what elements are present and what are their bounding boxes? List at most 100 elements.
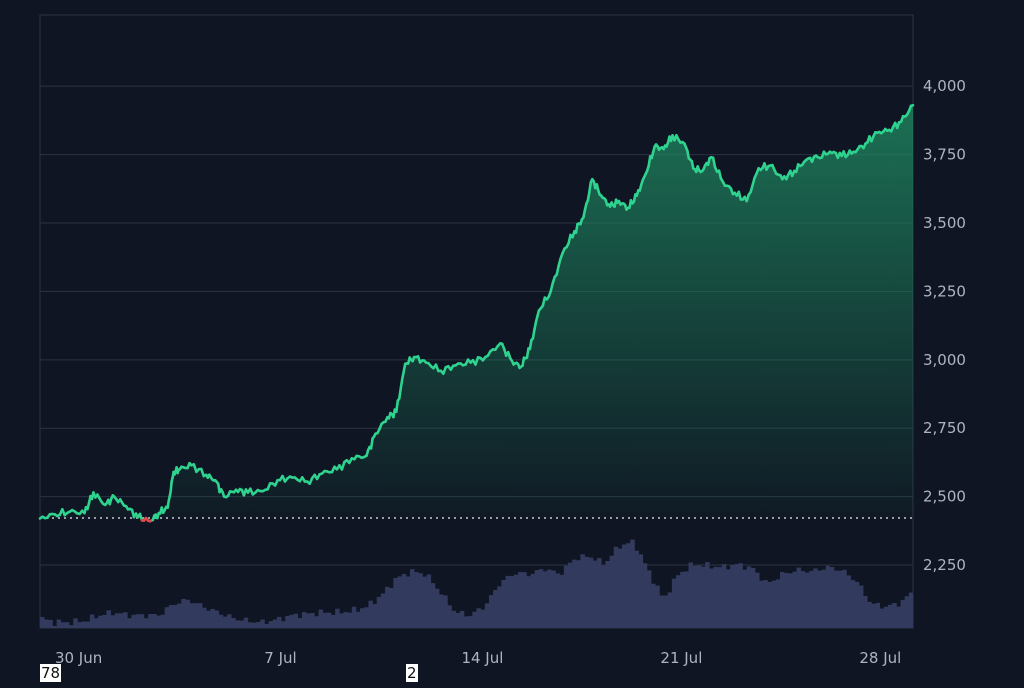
volume-bar	[643, 563, 647, 628]
volume-bar	[360, 608, 364, 628]
volume-bar	[730, 565, 734, 628]
volume-bar	[190, 603, 194, 628]
volume-bar	[481, 610, 485, 628]
volume-bar	[618, 549, 622, 628]
volume-bar	[277, 617, 281, 628]
volume-bar	[298, 618, 302, 628]
volume-bar	[726, 569, 730, 628]
volume-bar	[273, 619, 277, 628]
volume-bar	[406, 576, 410, 628]
volume-bar	[414, 572, 418, 628]
x-tick-label: 28 Jul	[859, 649, 901, 667]
volume-bar	[709, 568, 713, 628]
volume-bar	[751, 568, 755, 628]
volume-bar	[373, 604, 377, 628]
volume-bar	[123, 612, 127, 628]
volume-bar	[136, 614, 140, 628]
volume-bar	[597, 558, 601, 628]
volume-bar	[131, 615, 135, 628]
volume-bar	[880, 609, 884, 628]
volume-bar	[506, 576, 510, 628]
footer-number-middle: 2	[406, 664, 418, 682]
volume-bar	[447, 605, 451, 628]
volume-bar	[48, 620, 52, 628]
volume-bar	[127, 618, 131, 628]
volume-bar	[227, 614, 231, 628]
price-area-fill	[40, 105, 913, 518]
footer-number-left: 78	[40, 664, 61, 682]
x-tick-label: 30 Jun	[55, 649, 102, 667]
volume-bar	[477, 608, 481, 628]
volume-bar	[743, 570, 747, 628]
volume-bar	[381, 593, 385, 628]
price-line-segment	[589, 182, 591, 192]
y-tick-label: 2,250	[923, 556, 966, 574]
volume-bar	[896, 607, 900, 628]
volume-bar	[826, 566, 830, 628]
volume-bar	[90, 614, 94, 628]
volume-bar	[647, 570, 651, 628]
volume-bar	[281, 621, 285, 628]
volume-bar	[664, 596, 668, 628]
volume-bar	[909, 593, 913, 628]
volume-bar	[169, 605, 173, 628]
volume-bar	[846, 575, 850, 628]
volume-bar	[634, 551, 638, 628]
volume-bar	[842, 570, 846, 628]
volume-bar	[518, 572, 522, 628]
volume-bar	[772, 581, 776, 628]
volume-bar	[294, 614, 298, 628]
y-tick-label: 3,750	[923, 146, 966, 164]
volume-bar	[526, 576, 530, 628]
volume-bar	[747, 566, 751, 628]
volume-bar	[551, 570, 555, 628]
volume-bar	[659, 596, 663, 629]
volume-bar	[780, 572, 784, 628]
volume-bar	[901, 600, 905, 628]
volume-bar	[876, 603, 880, 628]
volume-bar	[680, 572, 684, 628]
volume-bar	[148, 614, 152, 628]
volume-bar	[314, 616, 318, 628]
volume-bar	[805, 573, 809, 628]
volume-bar	[427, 575, 431, 628]
volume-bar	[240, 621, 244, 628]
volume-bar	[57, 620, 61, 628]
volume-bar	[186, 600, 190, 628]
volume-bar	[585, 557, 589, 628]
volume-bar	[452, 611, 456, 628]
volume-bar	[219, 615, 223, 628]
volume-bar	[152, 614, 156, 628]
volume-bar	[77, 622, 81, 628]
volume-bar	[614, 547, 618, 628]
volume-bar	[269, 621, 273, 628]
volume-bar	[464, 616, 468, 628]
volume-bar	[718, 567, 722, 628]
volume-bar	[763, 580, 767, 628]
volume-bar	[398, 576, 402, 628]
volume-bar	[165, 607, 169, 628]
volume-bar	[73, 618, 77, 628]
volume-bar	[348, 613, 352, 628]
volume-bar	[639, 554, 643, 628]
volume-bar	[830, 567, 834, 628]
volume-bar	[248, 622, 252, 628]
volume-bar	[759, 581, 763, 628]
volume-bar	[838, 571, 842, 628]
volume-bar	[231, 618, 235, 628]
volume-bar	[497, 586, 501, 628]
volume-bar	[368, 601, 372, 628]
volume-bar	[460, 611, 464, 628]
volume-bar	[601, 566, 605, 628]
volume-bar	[289, 615, 293, 628]
volume-bar	[65, 622, 69, 628]
price-line-segment	[371, 438, 373, 448]
volume-bar	[813, 568, 817, 628]
volume-bar	[668, 592, 672, 628]
volume-bar	[522, 572, 526, 628]
volume-bar	[456, 613, 460, 628]
volume-bar	[510, 576, 514, 628]
volume-bar	[335, 609, 339, 628]
y-tick-label: 4,000	[923, 77, 966, 95]
